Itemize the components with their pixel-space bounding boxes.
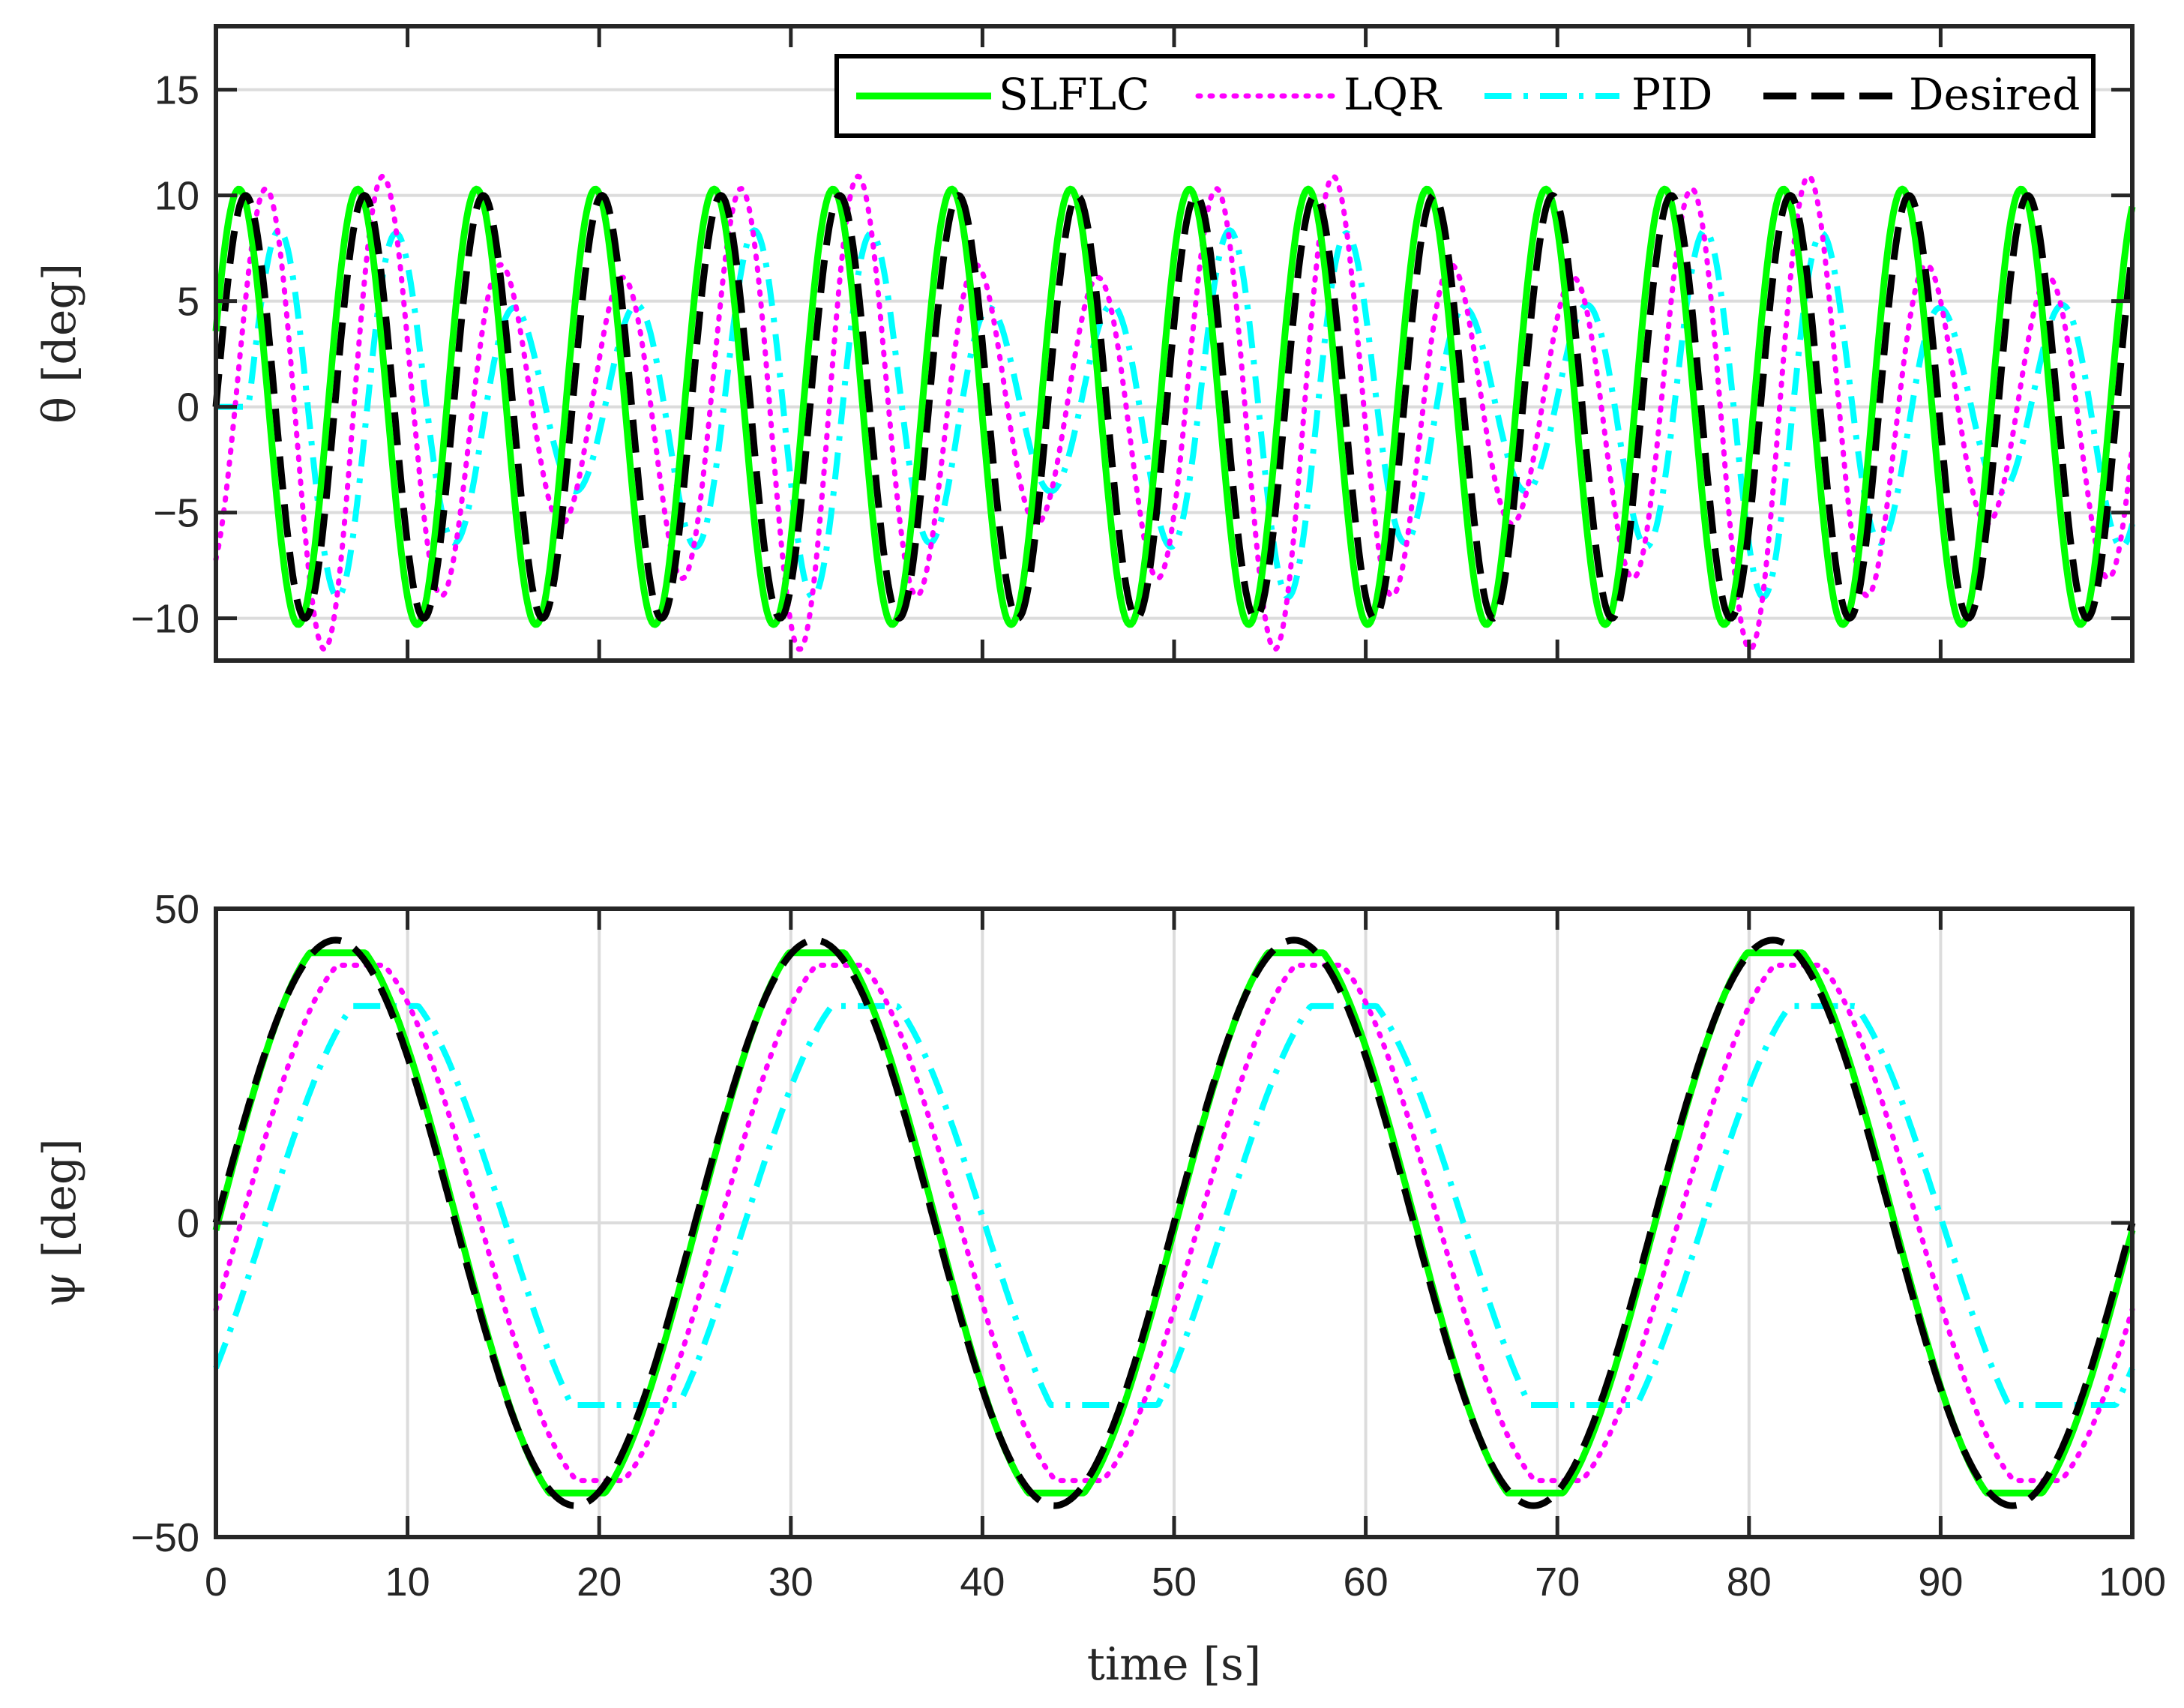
y-tick-label: 5 (177, 280, 199, 325)
legend-label-desired: Desired (1909, 69, 2080, 120)
x-tick-label: 60 (1344, 1560, 1389, 1605)
psi-axis-label: ψ [deg] (34, 1138, 86, 1307)
theta-ticks: −10 −5 0 5 10 15 (130, 26, 2135, 661)
y-tick-label: −10 (130, 597, 199, 642)
series-line-pid (213, 1002, 2135, 1408)
y-tick-label: 10 (154, 174, 199, 219)
y-tick-label: 15 (154, 68, 199, 113)
legend-label-lqr: LQR (1344, 69, 1443, 120)
y-tick-label: 0 (177, 1201, 199, 1246)
series-line-slflc (212, 185, 2136, 628)
psi-series (212, 936, 2136, 1509)
x-tick-label: 30 (768, 1560, 813, 1605)
x-tick-label: 50 (1152, 1560, 1197, 1605)
x-tick-label: 40 (960, 1560, 1005, 1605)
x-tick-label: 90 (1918, 1560, 1963, 1605)
x-tick-label: 10 (385, 1560, 430, 1605)
time-axis-label: time [s] (1087, 1638, 1261, 1691)
x-tick-label: 70 (1535, 1560, 1580, 1605)
y-tick-label: −50 (130, 1515, 199, 1560)
y-tick-label: 0 (177, 385, 199, 430)
theta-series (212, 173, 2136, 652)
series-line-desired (212, 936, 2136, 1509)
series-line-desired (212, 192, 2136, 622)
y-tick-label: 50 (154, 887, 199, 932)
legend-label-pid: PID (1631, 69, 1712, 120)
series-line-lqr (213, 173, 2135, 652)
x-tick-label: 80 (1727, 1560, 1772, 1605)
x-tick-label: 20 (577, 1560, 622, 1605)
theta-panel: −10 −5 0 5 10 15 θ [deg] SLFLC LQR PID Desire… (34, 24, 2136, 663)
legend-label-slflc: SLFLC (999, 69, 1149, 120)
x-tick-label: 100 (2099, 1560, 2166, 1605)
y-tick-label: −5 (153, 491, 199, 536)
theta-axis-label: θ [deg] (34, 263, 86, 424)
x-tick-label: 0 (205, 1560, 227, 1605)
legend: SLFLC LQR PID Desired (834, 54, 2096, 138)
